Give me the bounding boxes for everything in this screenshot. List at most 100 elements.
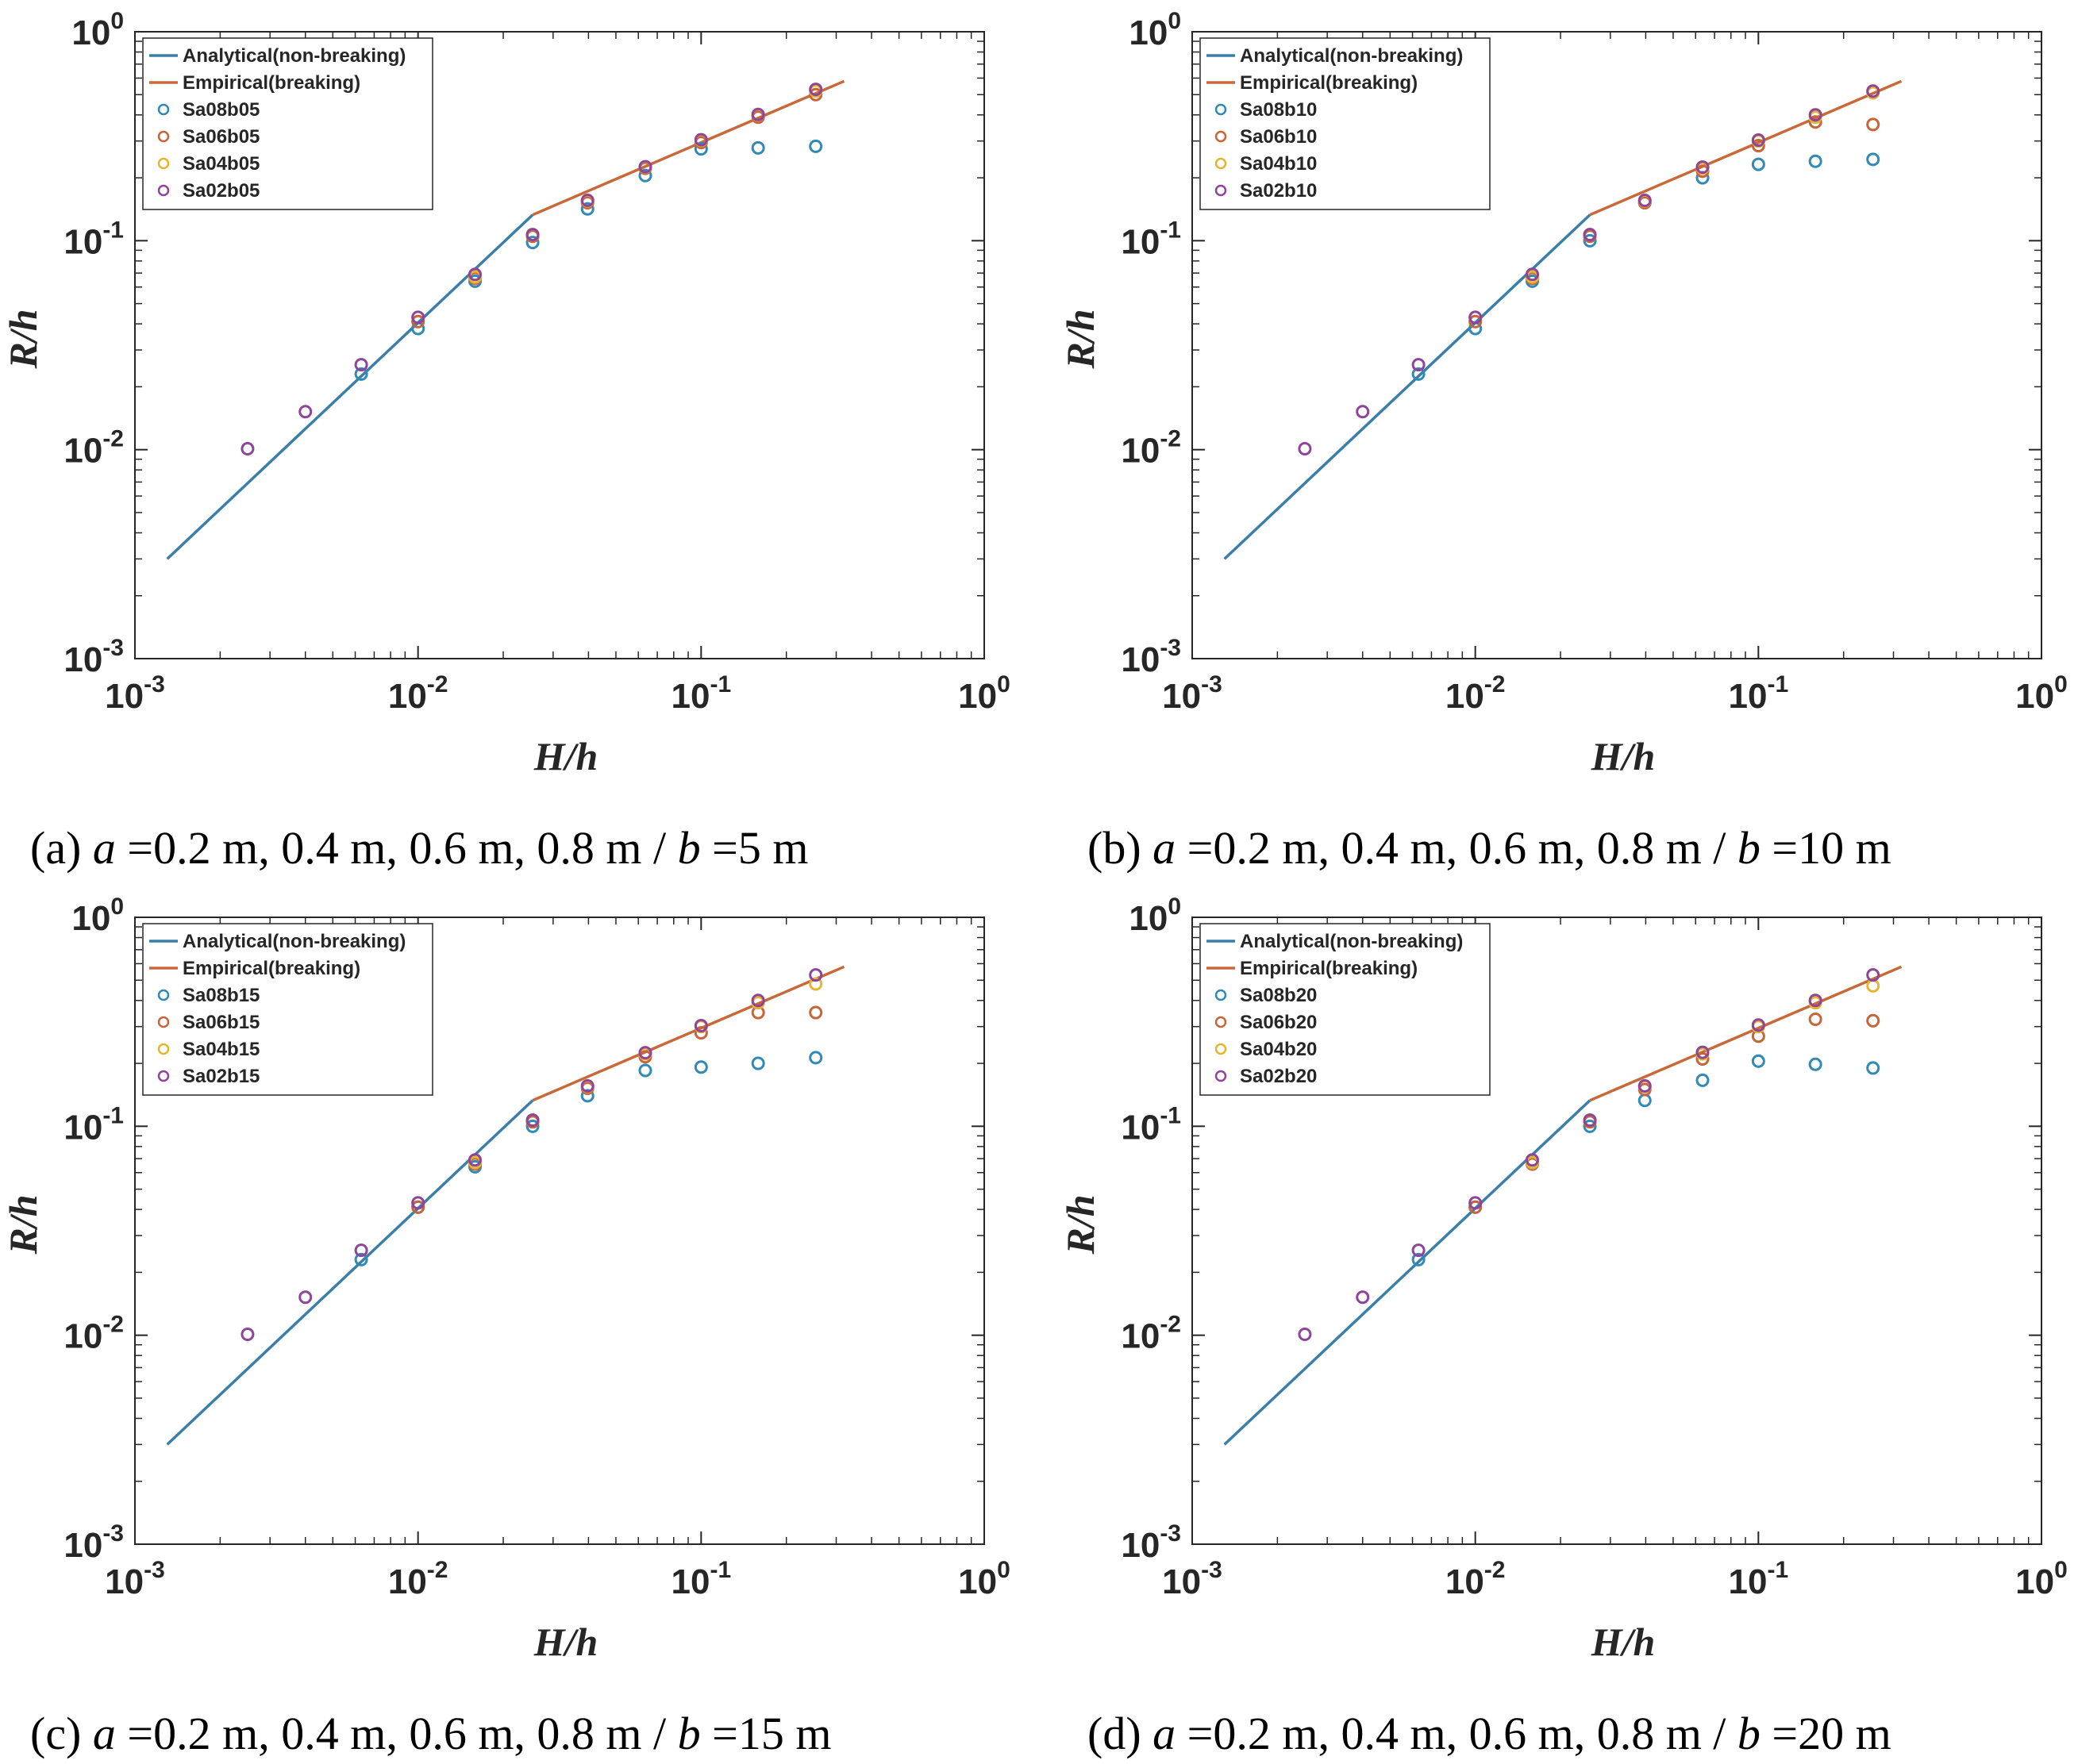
empirical-line [532,79,845,217]
panel-d: 10-3 10-2 10-1 100 10-3 10-2 10-1 100 H/h R/h Anal… [1058,894,2068,1759]
data-point-Sa06b15 [411,1200,425,1214]
data-point-Sa08b05 [694,142,708,156]
y-tick-label: 10-1 [1121,1102,1181,1147]
data-point-Sa02b15 [751,993,765,1008]
legend-marker-swatch [1214,1070,1227,1082]
legend-entry-label: Sa04b20 [1240,1039,1317,1060]
legend-entry-label: Sa08b15 [183,985,260,1006]
legend-entry-label: Empirical(breaking) [183,958,360,979]
data-point-Sa06b15 [809,1005,823,1020]
panel-a: 10-3 10-2 10-1 100 10-3 10-2 10-1 100 H/h R/h Anal… [1,8,1010,874]
legend-marker-swatch [1214,184,1227,197]
data-point-Sa02b10 [1808,108,1822,122]
legend: Analytical(non-breaking) Empirical(breaki… [142,923,433,1096]
x-axis-label: H/h [1591,1620,1656,1664]
legend-entry-label: Sa06b10 [1240,126,1317,148]
x-axis-label: H/h [533,734,598,778]
legend-entry-label: Sa02b05 [183,180,260,202]
data-point-Sa02b10 [1637,193,1652,207]
data-point-Sa02b20 [1411,1243,1426,1258]
data-point-Sa02b15 [580,1078,595,1093]
data-point-Sa08b05 [638,168,652,183]
legend-entry-label: Sa08b05 [183,99,260,121]
data-point-Sa06b10 [1866,117,1880,132]
y-tick-label: 10-1 [63,217,124,261]
data-point-Sa02b10 [1468,310,1483,325]
data-point-Sa02b15 [354,1243,368,1258]
data-point-Sa06b15 [694,1026,708,1040]
data-point-Sa02b10 [1298,442,1312,456]
y-tick-label: 10-2 [63,1312,124,1356]
data-point-Sa08b20 [1695,1073,1710,1087]
data-point-Sa06b10 [1808,115,1822,129]
legend-entry-label: Sa08b20 [1240,985,1317,1006]
data-point-Sa08b10 [1808,154,1822,168]
data-point-Sa08b15 [638,1063,652,1078]
y-axis-label: R/h [1058,1194,1102,1255]
y-tick-label: 100 [1129,8,1181,52]
legend-entry-label: Sa06b15 [183,1012,260,1033]
x-tick-label: 10-1 [1729,671,1789,716]
panel-b: 10-3 10-2 10-1 100 10-3 10-2 10-1 100 H/h R/h Anal… [1058,8,2068,874]
series-Sa02b20 [1298,968,1880,1342]
legend-entry-label: Analytical(non-breaking) [1240,45,1463,67]
data-point-Sa02b20 [1808,993,1822,1008]
legend-marker-swatch [1214,157,1227,170]
y-tick-label: 10-3 [63,1520,124,1565]
data-point-Sa08b10 [1583,233,1597,248]
legend-marker-swatch [157,157,170,170]
y-axis-label: R/h [1,1194,45,1255]
data-point-Sa02b10 [1866,84,1880,98]
data-point-Sa02b05 [638,159,652,174]
panel-caption: (a) a =0.2 m, 0.4 m, 0.6 m, 0.8 m / b =5… [30,822,808,874]
series-Sa02b05 [241,83,823,456]
legend-entry-label: Empirical(breaking) [183,72,360,94]
data-point-Sa02b10 [1411,358,1426,372]
legend-box [142,923,433,1096]
data-point-Sa02b05 [354,358,368,372]
data-point-Sa08b05 [525,236,540,250]
data-point-Sa02b15 [694,1019,708,1033]
data-point-Sa06b05 [411,314,425,329]
data-point-Sa08b05 [354,367,368,381]
legend-entry-label: Sa04b10 [1240,153,1317,175]
series-Sa02b15 [241,968,823,1342]
x-tick-label: 100 [958,1557,1010,1601]
data-point-Sa04b15 [809,977,823,991]
x-tick-label: 100 [2015,1557,2068,1601]
legend-entry-label: Analytical(non-breaking) [183,45,406,67]
x-tick-label: 10-1 [672,1557,732,1601]
data-point-Sa02b05 [241,442,255,456]
legend-box [1199,923,1491,1096]
data-point-Sa02b20 [1751,1018,1765,1032]
data-point-Sa02b10 [1695,160,1710,175]
data-point-Sa08b05 [751,140,765,155]
y-tick-label: 10-1 [63,1102,124,1147]
data-point-Sa06b20 [1808,1013,1822,1027]
data-point-Sa08b20 [1808,1057,1822,1071]
data-point-Sa08b10 [1411,367,1426,381]
legend-marker-swatch [157,989,170,1001]
data-point-Sa02b20 [1356,1290,1370,1305]
x-tick-label: 10-2 [1445,1557,1506,1601]
legend-marker-swatch [157,1016,170,1028]
data-point-Sa02b15 [638,1046,652,1060]
data-point-Sa02b20 [1695,1045,1710,1059]
data-point-Sa02b20 [1866,968,1880,982]
legend-entry-label: Sa06b20 [1240,1012,1317,1033]
data-point-Sa08b20 [1411,1252,1426,1266]
data-point-Sa02b15 [411,1196,425,1210]
data-point-Sa02b05 [525,228,540,242]
y-tick-label: 10-2 [1121,1312,1181,1356]
data-point-Sa08b10 [1751,157,1765,171]
data-point-Sa02b15 [298,1290,313,1305]
data-point-Sa02b20 [1525,1153,1539,1167]
data-point-Sa08b15 [354,1252,368,1266]
legend-marker-swatch [157,1043,170,1055]
data-point-Sa06b10 [1751,139,1765,153]
legend-marker-swatch [1214,103,1227,116]
y-tick-label: 100 [71,894,124,938]
data-point-Sa06b10 [1468,314,1483,329]
data-point-Sa08b10 [1866,152,1880,167]
